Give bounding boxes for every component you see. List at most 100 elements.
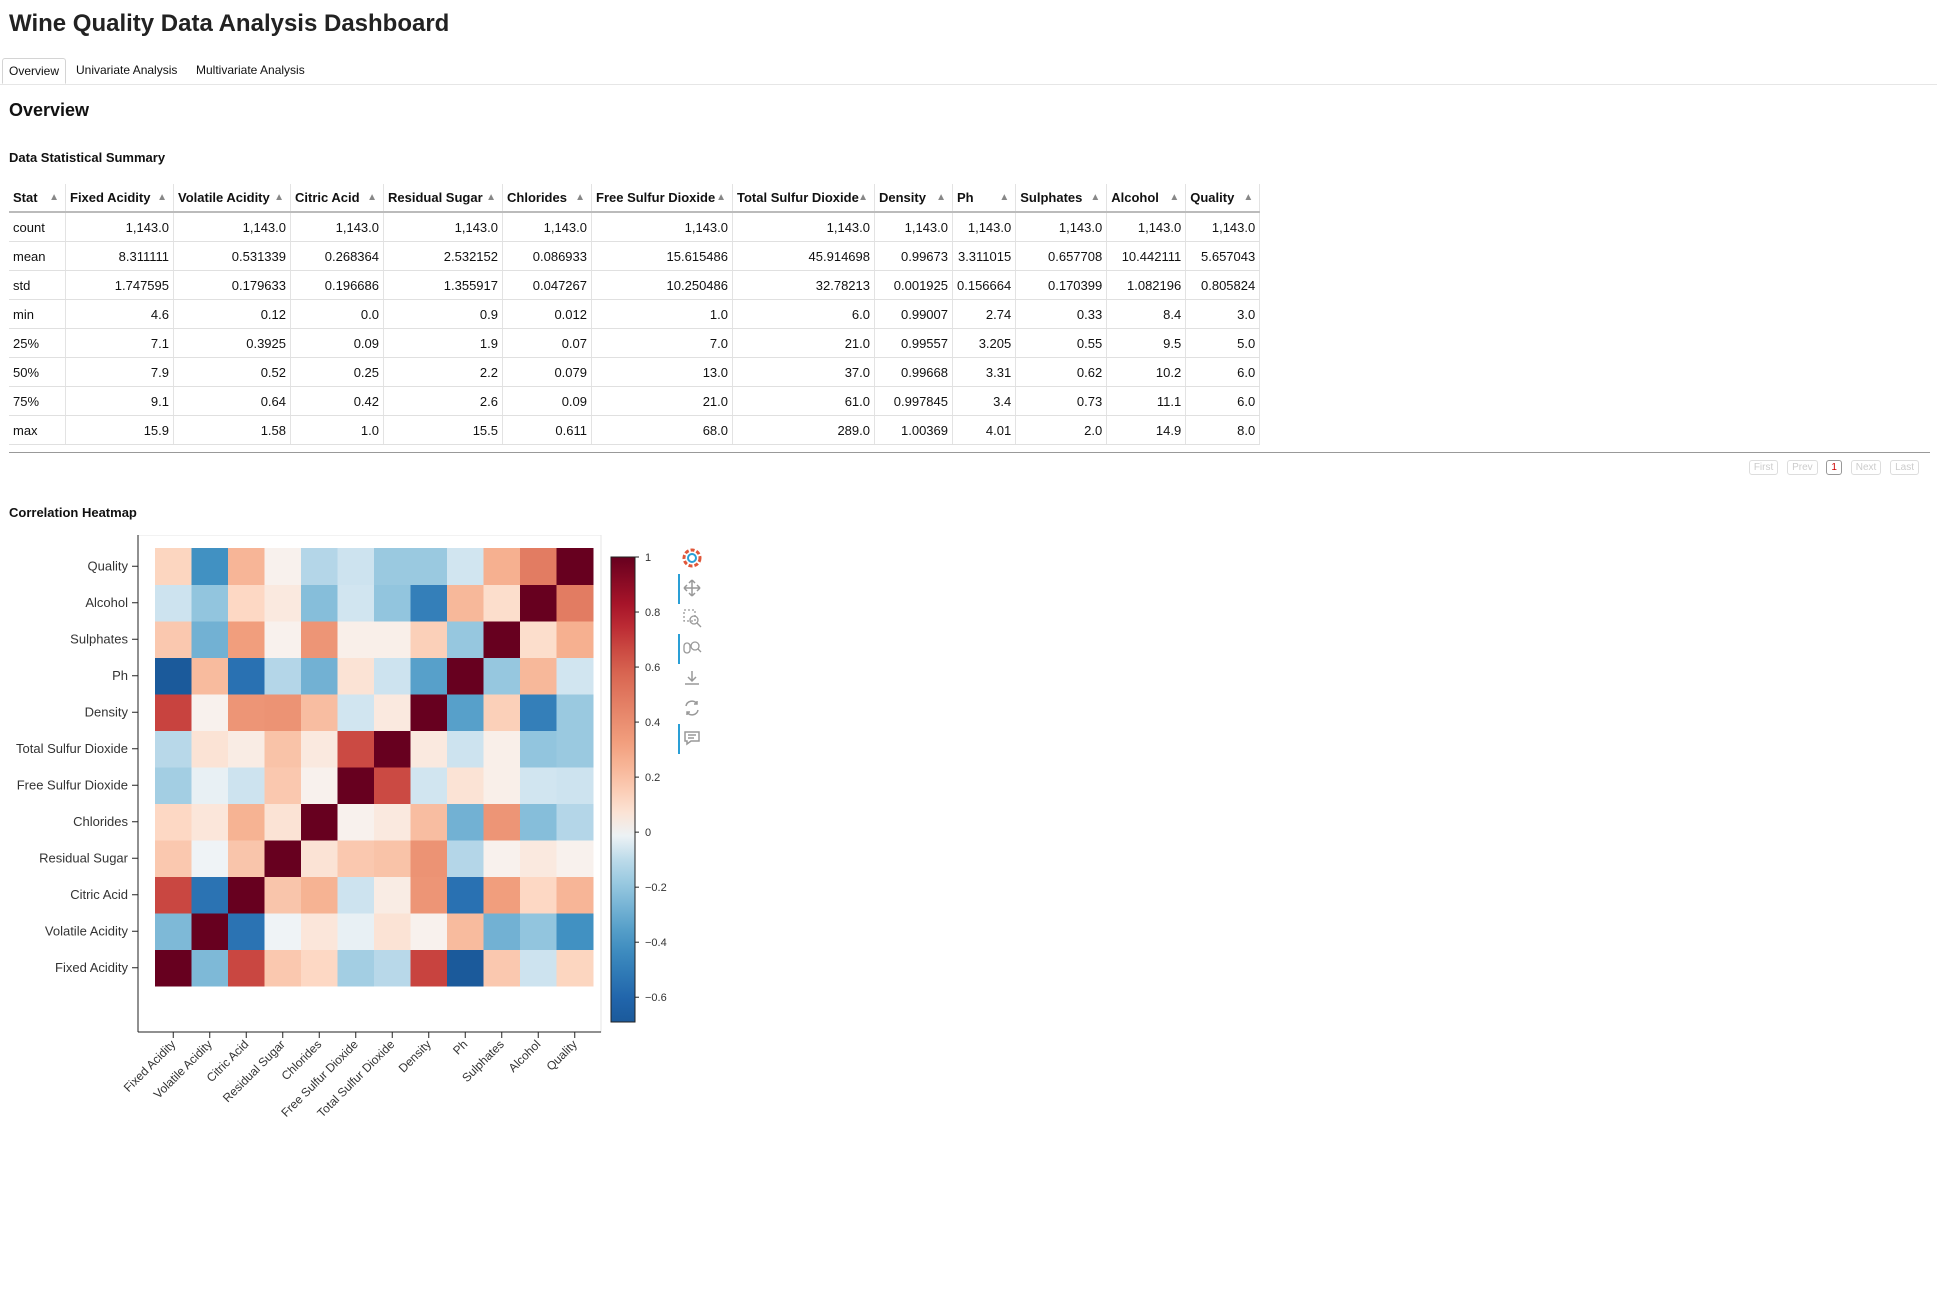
- heatmap-cell: [520, 913, 557, 950]
- sort-arrow-icon[interactable]: ▲: [858, 192, 868, 203]
- tab-univariate-analysis[interactable]: Univariate Analysis: [76, 63, 178, 77]
- correlation-heatmap[interactable]: Fixed Acidity Volatile Acidity Citric Acid…: [0, 535, 680, 1135]
- last-page-button[interactable]: Last: [1890, 460, 1919, 475]
- sort-arrow-icon[interactable]: ▲: [716, 192, 726, 203]
- colorbar-tick-label: −0.4: [645, 937, 667, 949]
- table-cell: 10.442111: [1106, 241, 1187, 271]
- column-header-label: Ph: [957, 190, 974, 205]
- sort-arrow-icon[interactable]: ▲: [1090, 192, 1101, 203]
- heatmap-cell: [483, 803, 521, 841]
- heatmap-cell: [337, 584, 375, 622]
- next-page-button[interactable]: Next: [1850, 460, 1882, 475]
- heatmap-cell: [374, 694, 411, 731]
- table-cell: 2.532152: [383, 241, 503, 271]
- colorbar-tick-label: 1: [645, 552, 651, 564]
- table-cell: 7.1: [65, 328, 174, 358]
- save-icon[interactable]: [682, 668, 704, 690]
- summary-title: Data Statistical Summary: [9, 150, 166, 165]
- column-header-fixed-acidity[interactable]: Fixed Acidity ▲: [65, 184, 174, 213]
- heatmap-cell: [483, 840, 521, 877]
- reset-icon[interactable]: [682, 698, 704, 720]
- table-cell: 15.9: [65, 415, 174, 445]
- column-header-label: Citric Acid: [295, 190, 360, 205]
- sort-arrow-icon[interactable]: ▲: [157, 192, 167, 203]
- box-zoom-icon[interactable]: [682, 608, 704, 630]
- table-row[interactable]: 25% 7.1 0.3925 0.09 1.9 0.07 7.0 21.0 0.99557 3.2…: [9, 328, 1261, 358]
- table-row[interactable]: min 4.6 0.12 0.0 0.9 0.012 1.0 6.0 0.99007 2.74 0.…: [9, 299, 1261, 329]
- sort-arrow-icon[interactable]: ▲: [1169, 192, 1180, 203]
- bokeh-logo-icon[interactable]: [682, 548, 704, 570]
- column-header-ph[interactable]: Ph ▲: [952, 184, 1017, 213]
- heatmap-cell: [520, 949, 557, 987]
- table-cell: 10.2: [1106, 357, 1187, 387]
- heatmap-cell: [447, 584, 484, 622]
- column-header-alcohol[interactable]: Alcohol ▲: [1106, 184, 1187, 213]
- heatmap-cell: [264, 767, 302, 804]
- table-row[interactable]: count 1,143.0 1,143.0 1,143.0 1,143.0 1,143.0…: [9, 212, 1261, 242]
- row-stat-label: 50%: [9, 357, 66, 387]
- column-header-density[interactable]: Density ▲: [874, 184, 953, 213]
- column-header-residual-sugar[interactable]: Residual Sugar ▲: [383, 184, 503, 213]
- tab-overview[interactable]: Overview: [2, 58, 67, 84]
- column-header-free-sulfur-dioxide[interactable]: Free Sulfur Dioxide ▲: [591, 184, 733, 213]
- table-cell: 10.250486: [591, 270, 733, 300]
- table-cell: 0.047267: [502, 270, 592, 300]
- table-row[interactable]: max 15.9 1.58 1.0 15.5 0.611 68.0 289.0 1.00369 4…: [9, 415, 1261, 445]
- sort-arrow-icon[interactable]: ▲: [367, 192, 377, 203]
- sort-arrow-icon[interactable]: ▲: [999, 192, 1010, 203]
- table-cell: 1,143.0: [290, 212, 384, 242]
- pan-icon[interactable]: [678, 574, 704, 604]
- table-cell: 0.99557: [874, 328, 953, 358]
- heatmap-cell: [483, 694, 521, 731]
- heatmap-cell: [264, 694, 302, 731]
- sort-arrow-icon[interactable]: ▲: [486, 192, 496, 203]
- table-cell: 3.311015: [952, 241, 1017, 271]
- table-cell: 0.079: [502, 357, 592, 387]
- tab-multivariate-analysis[interactable]: Multivariate Analysis: [196, 63, 305, 77]
- column-header-citric-acid[interactable]: Citric Acid ▲: [290, 184, 384, 213]
- heatmap-cell: [337, 840, 375, 877]
- table-cell: 0.99668: [874, 357, 953, 387]
- table-row[interactable]: std 1.747595 0.179633 0.196686 1.355917 0.047…: [9, 270, 1261, 300]
- table-row[interactable]: mean 8.311111 0.531339 0.268364 2.532152 0.08…: [9, 241, 1261, 271]
- heatmap-cell: [301, 949, 338, 987]
- heatmap-cell: [264, 803, 302, 841]
- heatmap-cell: [410, 949, 448, 987]
- heatmap-cell: [520, 767, 557, 804]
- first-page-button[interactable]: First: [1748, 460, 1779, 475]
- heatmap-cell: [556, 548, 594, 585]
- wheel-zoom-icon[interactable]: [678, 634, 704, 664]
- sort-arrow-icon[interactable]: ▲: [1243, 192, 1254, 203]
- column-header-chlorides[interactable]: Chlorides ▲: [502, 184, 592, 213]
- table-cell: 13.0: [591, 357, 733, 387]
- column-header-stat[interactable]: Stat ▲: [9, 184, 66, 213]
- sort-arrow-icon[interactable]: ▲: [49, 192, 59, 203]
- heatmap-cell: [447, 913, 484, 950]
- column-header-label: Chlorides: [507, 190, 567, 205]
- heatmap-cell: [337, 876, 375, 914]
- table-row[interactable]: 75% 9.1 0.64 0.42 2.6 0.09 21.0 61.0 0.997845 3.4…: [9, 386, 1261, 416]
- current-page[interactable]: 1: [1826, 460, 1842, 475]
- prev-page-button[interactable]: Prev: [1787, 460, 1818, 475]
- heatmap-cell: [520, 730, 557, 768]
- colorbar: [610, 556, 636, 1023]
- heatmap-cell: [374, 548, 411, 585]
- column-header-label: Quality: [1190, 190, 1235, 205]
- y-tick-label: Density: [85, 704, 129, 719]
- sort-arrow-icon[interactable]: ▲: [274, 192, 284, 203]
- sort-arrow-icon[interactable]: ▲: [575, 192, 585, 203]
- column-header-total-sulfur-dioxide[interactable]: Total Sulfur Dioxide ▲: [732, 184, 875, 213]
- hover-icon[interactable]: [678, 724, 704, 754]
- heatmap-cell: [301, 876, 338, 914]
- table-cell: 3.31: [952, 357, 1017, 387]
- heatmap-cell: [556, 694, 594, 731]
- table-cell: 3.205: [952, 328, 1017, 358]
- sort-arrow-icon[interactable]: ▲: [936, 192, 946, 203]
- heatmap-cell: [301, 621, 338, 658]
- table-row[interactable]: 50% 7.9 0.52 0.25 2.2 0.079 13.0 37.0 0.99668 3.3…: [9, 357, 1261, 387]
- table-cell: 1.00369: [874, 415, 953, 445]
- column-header-quality[interactable]: Quality ▲: [1185, 184, 1261, 213]
- column-header-sulphates[interactable]: Sulphates ▲: [1015, 184, 1108, 213]
- table-cell: 21.0: [591, 386, 733, 416]
- column-header-volatile-acidity[interactable]: Volatile Acidity ▲: [173, 184, 291, 213]
